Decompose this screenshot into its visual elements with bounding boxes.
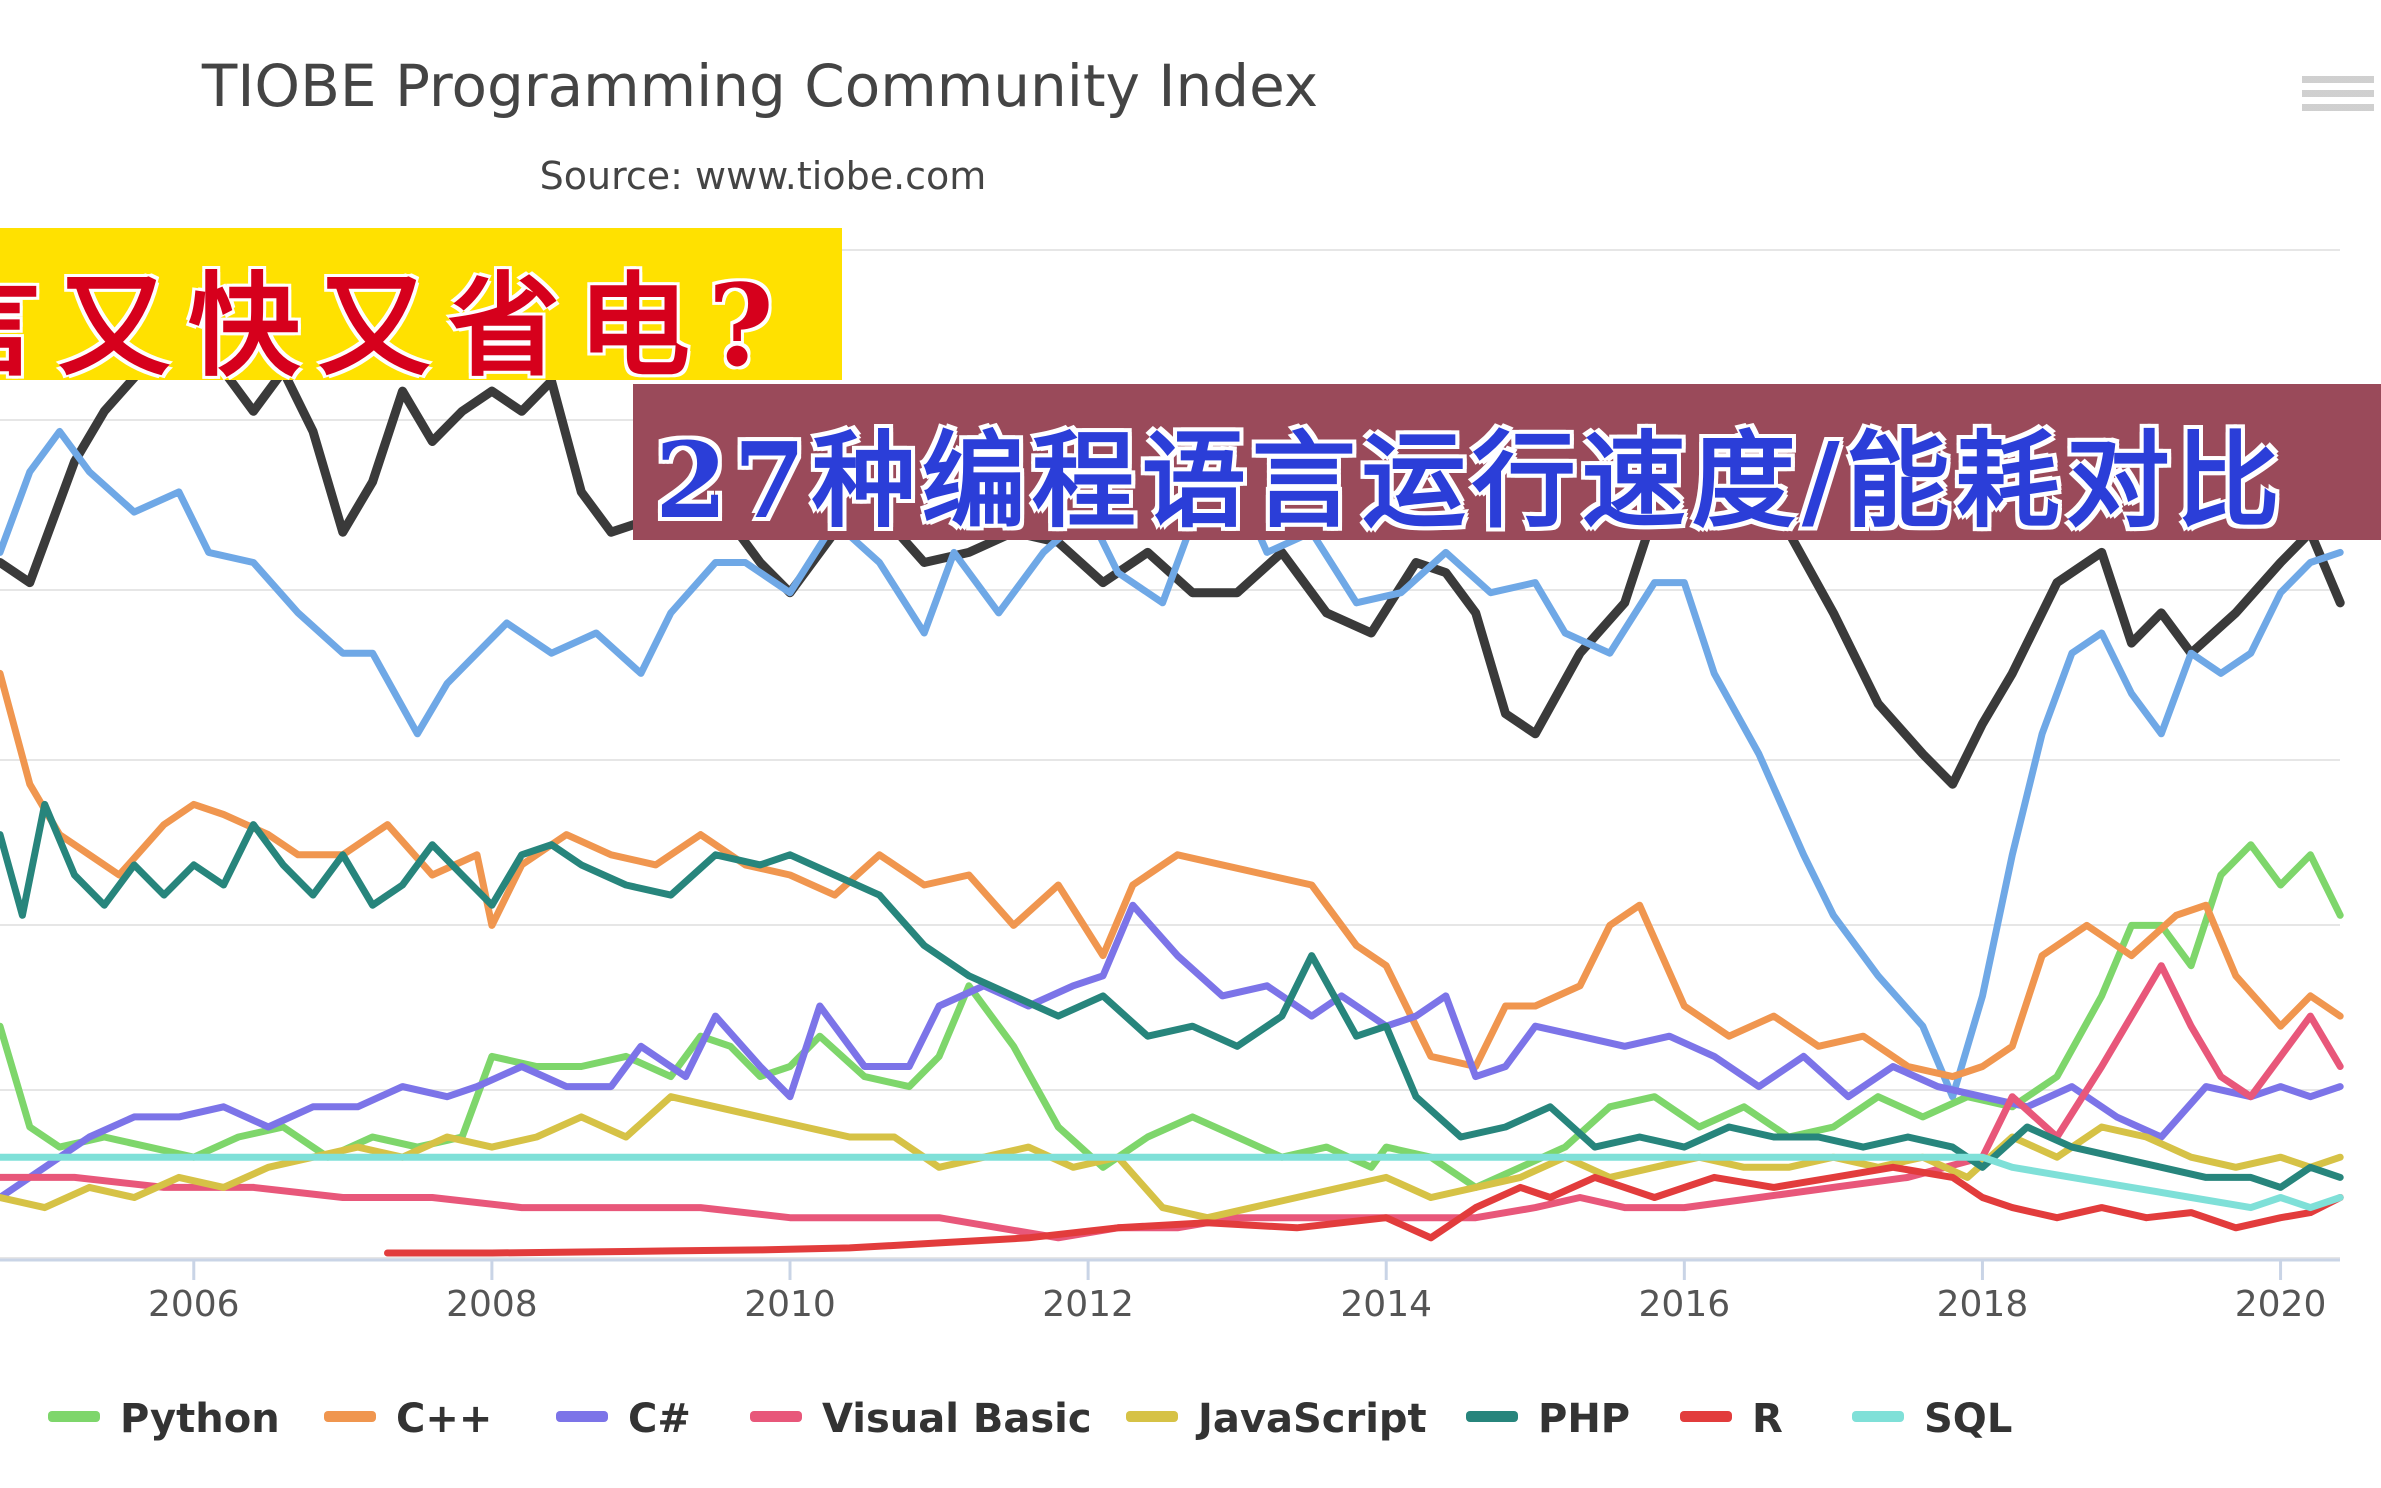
overlay-banner-top-text: 言又快又省电? [0, 261, 792, 380]
x-tick-label: 2010 [744, 1284, 836, 1325]
legend-item-php[interactable]: PHP [1466, 1396, 1630, 1442]
legend-label: SQL [1924, 1396, 2012, 1442]
series-line-sql[interactable] [0, 1153, 2344, 1212]
overlay-banner-bottom: 27种编程语言运行速度/能耗对比 [633, 384, 2381, 540]
legend-swatch [1680, 1411, 1732, 1422]
legend-label: JavaScript [1195, 1396, 1427, 1442]
legend-label: Visual Basic [822, 1396, 1092, 1442]
legend-item-c-[interactable]: C# [556, 1396, 691, 1442]
x-tick-label: 2008 [446, 1284, 538, 1325]
x-tick-label: 2014 [1340, 1284, 1432, 1325]
series-line-php[interactable] [0, 800, 2344, 1191]
x-tick-label: 2006 [148, 1284, 240, 1325]
legend-item-javascript[interactable]: JavaScript [1126, 1396, 1427, 1442]
series-line-c-[interactable] [0, 901, 2344, 1201]
legend-label: C# [628, 1396, 691, 1442]
x-tick-label: 2012 [1042, 1284, 1134, 1325]
legend: Python C++ C# Visual Basic JavaScript PHP R SQL [48, 1396, 2012, 1442]
legend-label: Python [120, 1396, 280, 1442]
legend-swatch [556, 1411, 608, 1422]
series-line-r[interactable] [384, 1163, 2344, 1257]
x-tick-label: 2020 [2235, 1284, 2327, 1325]
hamburger-menu-icon[interactable] [2302, 76, 2374, 116]
chart-subtitle: Source: www.tiobe.com [540, 154, 987, 198]
legend-label: PHP [1538, 1396, 1630, 1442]
legend-item-c-[interactable]: C++ [324, 1396, 492, 1442]
x-tick-label: 2018 [1937, 1284, 2029, 1325]
series-line-visual-basic[interactable] [0, 962, 2344, 1242]
series-lines [0, 346, 2345, 1257]
legend-label: R [1752, 1396, 1783, 1442]
legend-item-python[interactable]: Python [48, 1396, 280, 1442]
legend-item-r[interactable]: R [1680, 1396, 1783, 1442]
legend-swatch [750, 1411, 802, 1422]
legend-item-visual-basic[interactable]: Visual Basic [750, 1396, 1092, 1442]
series-line-java[interactable] [0, 346, 2345, 789]
legend-item-sql[interactable]: SQL [1852, 1396, 2012, 1442]
legend-swatch [1852, 1411, 1904, 1422]
legend-label: C++ [396, 1396, 492, 1442]
x-tick-label: 2016 [1639, 1284, 1731, 1325]
legend-swatch [1466, 1411, 1518, 1422]
legend-swatch [48, 1411, 100, 1422]
overlay-banner-top: 言又快又省电? [0, 228, 842, 380]
x-tick-labels: 2006 2008 2010 2012 2014 2016 2018 2020 [148, 1260, 2326, 1325]
overlay-banner-bottom-text: 27种编程语言运行速度/能耗对比 [655, 419, 2286, 540]
legend-swatch [1126, 1411, 1178, 1422]
legend-swatch [324, 1411, 376, 1422]
chart-title: TIOBE Programming Community Index [201, 52, 1318, 120]
